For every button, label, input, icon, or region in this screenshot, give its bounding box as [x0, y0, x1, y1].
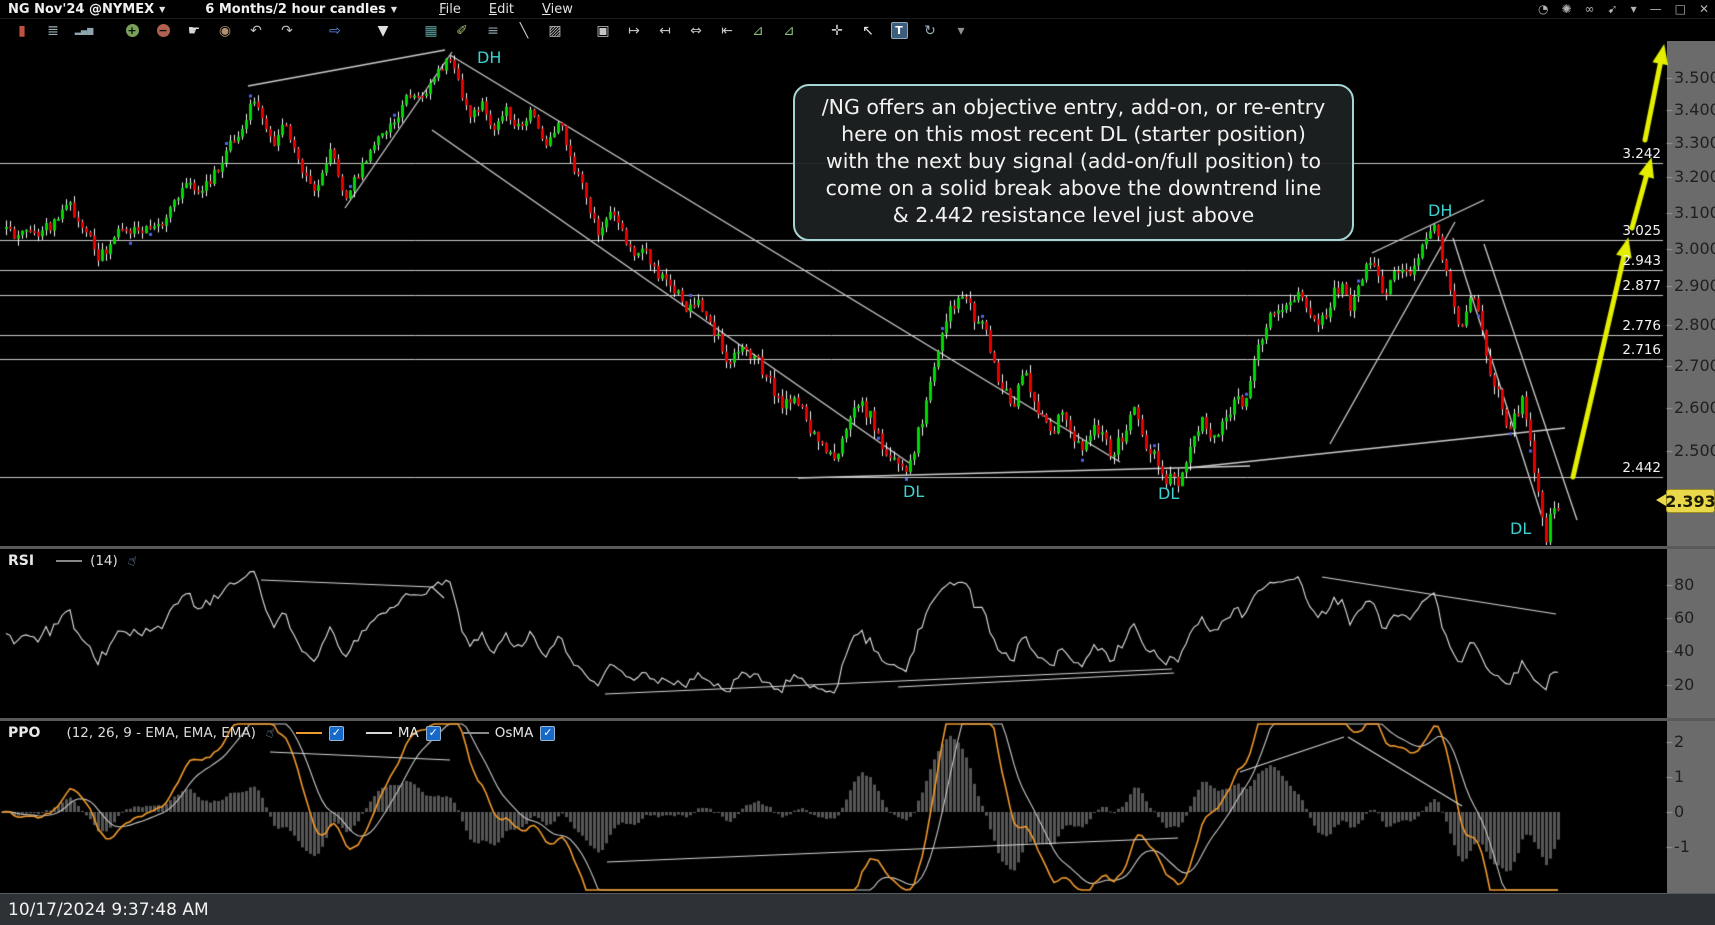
annotation-line: come on a solid break above the downtren… [825, 176, 1322, 200]
sr-level-label: 2.877 [1622, 278, 1661, 295]
swing-label-dh[interactable]: DH [1428, 201, 1453, 220]
price-tick-label: 3.400 [1674, 100, 1715, 120]
ppo-legend-line [295, 732, 322, 734]
rsi-tick-label: 80 [1674, 574, 1695, 594]
status-timestamp: 10/17/2024 9:37:48 AM [8, 900, 209, 920]
annotation-line: here on this most recent DL (starter pos… [841, 122, 1306, 146]
rsi-legend-line [56, 560, 83, 562]
price-tick-label: 3.100 [1674, 202, 1715, 222]
swing-label-dl[interactable]: DL [903, 482, 925, 501]
ppo-legend-line [462, 732, 489, 734]
ppo-legend-checkbox[interactable]: ✓ [540, 725, 556, 741]
ppo-tick-label: -1 [1674, 837, 1690, 856]
sr-level-label: 2.776 [1622, 317, 1661, 334]
ppo-legend: ✓ MA ✓ OsMA ✓ [274, 725, 556, 741]
ppo-legend-checkbox[interactable]: ✓ [328, 725, 344, 741]
price-tick-label: 2.800 [1674, 315, 1715, 335]
rsi-header: RSI (14) ☝ [0, 550, 138, 572]
swing-label-dl[interactable]: DL [1510, 519, 1532, 538]
ppo-header: PPO (12, 26, 9 - EMA, EMA, EMA) ☝ ✓ MA ✓ Os… [0, 722, 556, 744]
price-tick-label: 2.600 [1674, 397, 1715, 417]
sr-level-label: 2.442 [1622, 460, 1661, 476]
price-tick-label: 3.300 [1674, 133, 1715, 153]
rsi-tick-label: 60 [1674, 607, 1695, 627]
price-tick-label: 2.700 [1674, 355, 1715, 375]
price-tick-label: 2.500 [1674, 440, 1715, 460]
rsi-title[interactable]: RSI [8, 553, 35, 569]
rsi-param[interactable]: (14) [90, 553, 118, 569]
swing-label-dl[interactable]: DL [1158, 484, 1180, 503]
current-price-badge-arrow [1656, 494, 1666, 506]
ppo-param[interactable]: (12, 26, 9 - EMA, EMA, EMA) [66, 725, 256, 741]
ppo-tick-label: 2 [1674, 732, 1685, 751]
rsi-tick-label: 20 [1674, 674, 1695, 694]
ppo-legend-checkbox[interactable]: ✓ [425, 725, 441, 741]
sr-level-label: 3.025 [1622, 222, 1661, 239]
price-tick-label: 2.900 [1674, 276, 1715, 296]
price-tick-label: 3.500 [1674, 68, 1715, 87]
annotation-line: with the next buy signal (add-on/full po… [825, 149, 1322, 173]
annotation-text-box[interactable]: /NG offers an objective entry, add-on, o… [793, 84, 1354, 241]
ppo-tick-label: 1 [1674, 767, 1685, 786]
ppo-legend-label: MA [397, 725, 419, 741]
price-tick-label: 3.000 [1674, 238, 1715, 258]
sr-level-label: 3.242 [1622, 145, 1661, 162]
ppo-tick-label: 0 [1674, 802, 1685, 821]
swing-label-dh[interactable]: DH [477, 48, 502, 67]
ppo-title[interactable]: PPO [8, 725, 41, 741]
ppo-legend-label: OsMA [494, 725, 534, 741]
current-price-badge: 2.393 [1665, 489, 1715, 513]
ppo-legend-line [365, 732, 392, 734]
status-bar: 10/17/2024 9:37:48 AM [0, 893, 1715, 925]
price-tick-label: 3.200 [1674, 167, 1715, 187]
annotation-line: /NG offers an objective entry, add-on, o… [821, 95, 1326, 119]
annotation-line: & 2.442 resistance level just above [892, 203, 1255, 227]
panel-divider[interactable] [0, 546, 1715, 549]
rsi-tick-label: 40 [1674, 641, 1695, 661]
sr-level-label: 2.716 [1622, 342, 1661, 359]
panel-divider[interactable] [0, 718, 1715, 721]
sr-level-label: 2.943 [1622, 253, 1661, 270]
